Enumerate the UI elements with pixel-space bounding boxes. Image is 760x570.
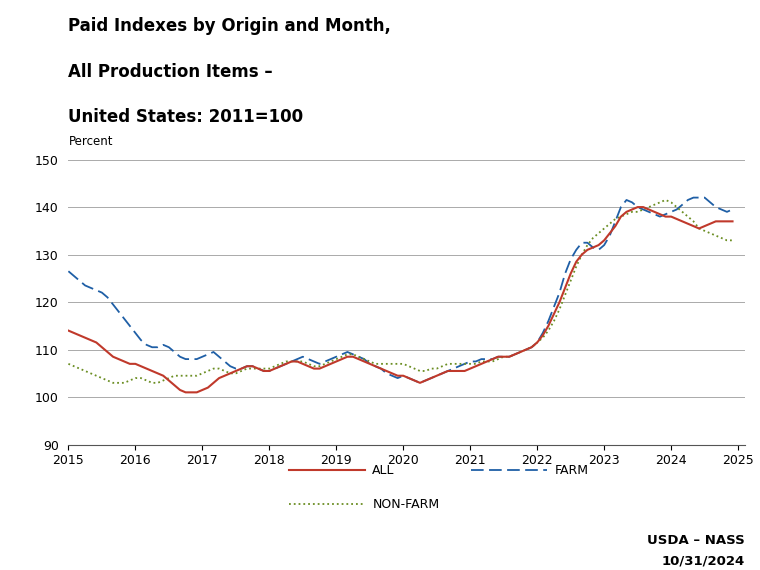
Text: USDA – NASS: USDA – NASS (647, 534, 745, 547)
Text: NON-FARM: NON-FARM (372, 498, 439, 511)
Text: 10/31/2024: 10/31/2024 (661, 554, 745, 567)
Text: United States: 2011=100: United States: 2011=100 (68, 108, 303, 127)
Text: All Production Items –: All Production Items – (68, 63, 273, 81)
Text: FARM: FARM (555, 464, 589, 477)
Text: Percent: Percent (68, 135, 113, 148)
Text: Paid Indexes by Origin and Month,: Paid Indexes by Origin and Month, (68, 17, 391, 35)
Text: ALL: ALL (372, 464, 395, 477)
